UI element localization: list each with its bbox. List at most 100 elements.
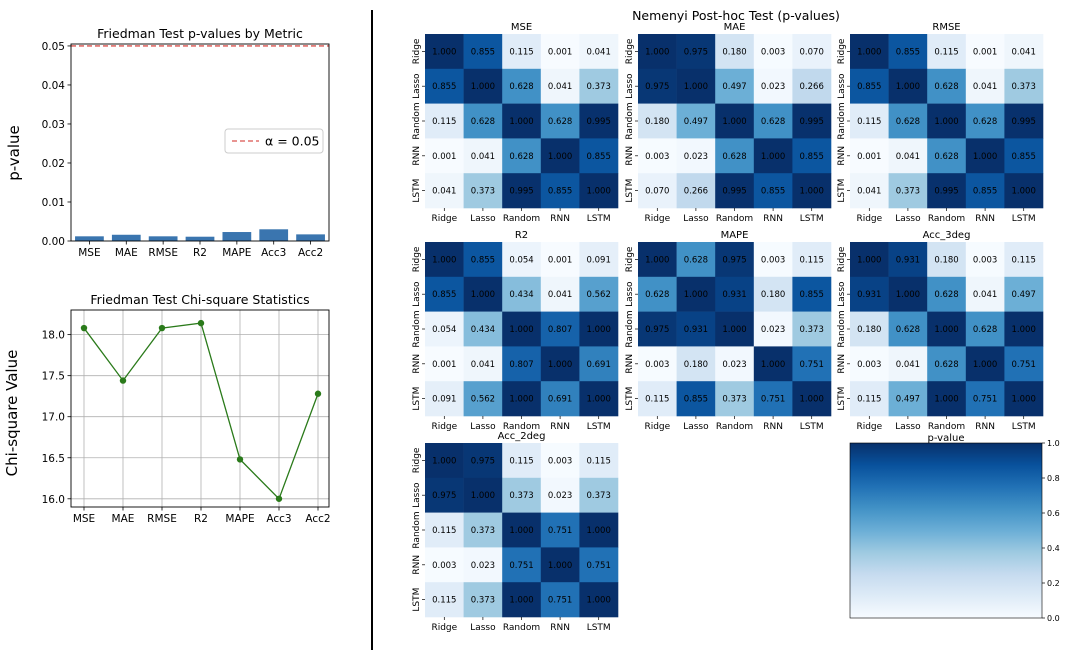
point-mape xyxy=(236,456,244,463)
cell-value: 0.373 xyxy=(471,596,495,606)
cell-value: 0.041 xyxy=(896,152,920,162)
x-tick-label-acc3: Acc3 xyxy=(266,513,291,525)
cell-value: 0.001 xyxy=(548,47,572,57)
heatmap-cell xyxy=(425,138,464,174)
line-chart-title: Friedman Test Chi-square Statistics xyxy=(90,292,309,307)
y-tick-label: 0.04 xyxy=(42,80,66,92)
cell-value: 0.995 xyxy=(1012,117,1036,127)
heatmap-cell xyxy=(579,103,619,139)
x-tick-label-mse: MSE xyxy=(73,513,95,525)
heatmap-cell xyxy=(425,512,464,548)
heatmap-cell xyxy=(463,68,503,104)
heatmap-cell xyxy=(540,103,580,139)
cell-value: 1.000 xyxy=(684,290,708,300)
heatmap-cell xyxy=(792,173,832,209)
cell-value: 0.931 xyxy=(684,325,708,335)
heatmap-cell xyxy=(540,547,580,583)
cell-value: 0.628 xyxy=(722,152,746,162)
heatmap-cell xyxy=(579,346,619,382)
cell-value: 0.995 xyxy=(587,117,611,127)
heatmap-mse: MSE 1.000 0.855 0.115 0.001 0.041 0.855 1.000 0.… xyxy=(412,22,619,224)
cell-value: 1.000 xyxy=(548,152,572,162)
x-tick-label-lstm: LSTM xyxy=(800,214,824,224)
y-tick-label-lstm: LSTM xyxy=(412,588,422,612)
cell-value: 0.041 xyxy=(432,187,456,197)
point-r2 xyxy=(197,319,205,327)
x-tick-label-acc2: Acc2 xyxy=(298,247,323,259)
legend-box xyxy=(224,128,324,154)
pvalue-colorbar: p-value 0.0 0.2 0.4 0.6 0.8 1.0 xyxy=(849,433,1060,623)
heatmap-cell xyxy=(540,311,580,347)
cell-value: 0.628 xyxy=(509,82,533,92)
cell-value: 0.628 xyxy=(934,290,958,300)
heatmap-cell xyxy=(927,346,967,382)
heatmap-cell xyxy=(850,103,889,139)
heatmap-cell xyxy=(1004,138,1044,174)
heatmap-cell xyxy=(792,311,832,347)
colorbar-ticks: 0.0 0.2 0.4 0.6 0.8 1.0 xyxy=(1042,439,1060,623)
y-tick-label-random: Random xyxy=(837,102,847,139)
heatmap-cell xyxy=(540,512,580,548)
heatmap-cell xyxy=(715,34,755,70)
cell-value: 0.041 xyxy=(973,82,997,92)
cell-value: 0.751 xyxy=(587,561,611,571)
cell-value: 0.628 xyxy=(973,325,997,335)
heatmap-cell xyxy=(1004,103,1044,139)
cell-value: 0.931 xyxy=(857,290,881,300)
heatmap-cell xyxy=(638,68,677,104)
heatmap-cell xyxy=(927,138,967,174)
heatmap-cell xyxy=(888,68,928,104)
heatmap-cell xyxy=(579,512,619,548)
heatmap-cell xyxy=(927,276,967,312)
nemenyi-heatmaps: Nemenyi Post-hoc Test (p-values) MSE 1.00… xyxy=(412,8,1044,633)
heatmap-title: MAPE xyxy=(721,230,749,241)
heatmap-cell xyxy=(927,311,967,347)
x-tick-label-lstm: LSTM xyxy=(1012,422,1036,432)
y-tick-label: 16.0 xyxy=(42,494,65,506)
x-tick-label-rnn: RNN xyxy=(975,214,995,224)
heatmap-cell xyxy=(850,173,889,209)
y-tick-label-random: Random xyxy=(625,102,635,139)
heatmap-cell xyxy=(540,276,580,312)
heatmap-cell xyxy=(792,138,832,174)
y-tick-label-ridge: Ridge xyxy=(412,38,422,64)
point-acc2 xyxy=(314,390,322,397)
bar-chart-y-axis: 0.00 0.01 0.02 0.03 0.04 0.05 xyxy=(42,41,71,248)
heatmap-cell xyxy=(425,443,464,479)
cell-value: 0.995 xyxy=(934,187,958,197)
cell-value: 1.000 xyxy=(1012,187,1036,197)
cell-value: 0.855 xyxy=(1012,152,1036,162)
heatmap-cell xyxy=(425,547,464,583)
cell-value: 1.000 xyxy=(800,187,824,197)
cell-value: 0.855 xyxy=(857,82,881,92)
cell-value: 1.000 xyxy=(934,325,958,335)
cell-value: 0.115 xyxy=(509,47,533,57)
heatmap-cell xyxy=(753,68,793,104)
x-tick-label-mae: MAE xyxy=(112,513,135,525)
x-tick-label-random: Random xyxy=(503,422,540,432)
heatmap-cell xyxy=(715,138,755,174)
y-tick-label-rnn: RNN xyxy=(625,354,635,374)
x-tick-label-random: Random xyxy=(503,214,540,224)
heatmap-cell xyxy=(540,381,580,417)
cell-value: 0.041 xyxy=(471,152,495,162)
y-tick-label: 0.05 xyxy=(42,41,65,53)
cell-value: 0.751 xyxy=(509,561,533,571)
cell-value: 0.995 xyxy=(800,117,824,127)
cell-value: 0.023 xyxy=(761,82,785,92)
heatmap-cell xyxy=(715,103,755,139)
heatmap-cell xyxy=(753,242,793,278)
cell-value: 0.003 xyxy=(761,255,785,265)
y-tick-label-lstm: LSTM xyxy=(625,387,635,411)
heatmap-cell xyxy=(676,276,716,312)
heatmap-cell xyxy=(927,173,967,209)
y-tick-label-lstm: LSTM xyxy=(412,179,422,203)
cell-value: 0.434 xyxy=(471,325,495,335)
heatmap-cell xyxy=(965,346,1005,382)
x-tick-label-lstm: LSTM xyxy=(587,623,611,633)
y-tick-label-lasso: Lasso xyxy=(837,73,847,99)
heatmap-cell xyxy=(792,103,832,139)
cell-value: 0.054 xyxy=(432,325,456,335)
cell-value: 0.003 xyxy=(645,360,669,370)
